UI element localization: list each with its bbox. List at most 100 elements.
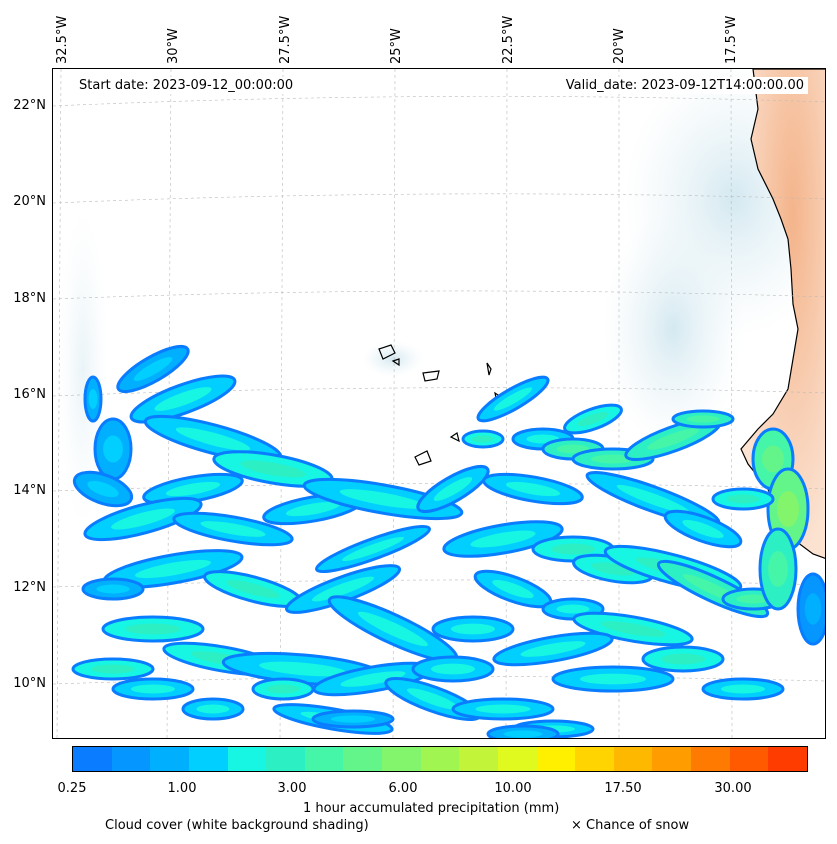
precip-core: [175, 427, 251, 451]
precip-core: [433, 477, 473, 501]
precip-core: [475, 704, 531, 714]
colorbar-segment: [768, 747, 807, 771]
start-date-label: Start date: 2023-09-12_00:00:00: [75, 77, 298, 94]
precip-core: [165, 481, 221, 497]
lon-label: 20°W: [612, 28, 627, 64]
precip-core: [154, 387, 212, 411]
cloud-cover-caption: Cloud cover (white background shading): [105, 818, 369, 833]
precip-core: [103, 435, 123, 463]
colorbar-tick-label: 0.25: [57, 781, 87, 796]
precip-core: [505, 481, 561, 497]
precip-core: [91, 664, 135, 674]
precip-core: [226, 580, 280, 598]
precip-core: [580, 673, 646, 685]
precip-core: [285, 501, 341, 517]
lon-label: 25°W: [389, 28, 404, 64]
colorbar-segment: [729, 747, 769, 771]
precip-core: [736, 594, 770, 604]
precip-core: [200, 521, 266, 537]
precip-core: [577, 411, 609, 427]
lat-label: 22°N: [13, 98, 46, 113]
colorbar-segment: [420, 747, 460, 771]
precip-core: [493, 387, 533, 411]
colorbar-segment: [459, 747, 498, 771]
precip-core: [111, 508, 175, 530]
precip-core: [647, 428, 699, 450]
lat-label: 12°N: [13, 580, 46, 595]
precip-core: [125, 623, 181, 635]
colorbar-segment: [188, 747, 228, 771]
lon-label: 27.5°W: [278, 15, 293, 64]
lat-label: 16°N: [13, 387, 46, 402]
lat-label: 10°N: [13, 676, 46, 691]
colorbar-segment: [652, 747, 691, 771]
precip-core: [721, 684, 765, 694]
colorbar-segment: [575, 747, 614, 771]
colorbar-tick-label: 10.00: [494, 781, 532, 796]
precip-core: [551, 543, 595, 555]
colorbar-segment: [73, 747, 112, 771]
valid-date-label: Valid_date: 2023-09-12T14:00:00.00: [561, 77, 808, 94]
colorbar-segment: [613, 747, 653, 771]
precip-core: [266, 684, 300, 694]
colorbar-segment: [691, 747, 730, 771]
colorbar-segment: [304, 747, 344, 771]
precip-core: [768, 551, 788, 587]
lat-label: 18°N: [13, 291, 46, 306]
precip-core: [777, 491, 799, 527]
precip-core: [339, 489, 427, 509]
precip-core: [686, 415, 720, 423]
precip-core: [259, 661, 347, 677]
precip-core: [556, 444, 590, 454]
precip-core: [331, 715, 375, 723]
precip-core: [661, 653, 705, 665]
colorbar-segment: [536, 747, 576, 771]
precip-core: [470, 530, 536, 548]
colorbar-segment: [111, 747, 151, 771]
precip-core: [340, 671, 406, 687]
colorbar-tick-label: 30.00: [714, 781, 752, 796]
lat-label: 20°N: [13, 194, 46, 209]
lat-label: 14°N: [13, 483, 46, 498]
precip-core: [520, 641, 586, 657]
colorbar-tick-label: 3.00: [277, 781, 307, 796]
precip-core: [503, 730, 543, 738]
precip-core: [131, 684, 175, 694]
colorbar-segment: [227, 747, 267, 771]
precip-core: [472, 435, 494, 443]
map-frame: [52, 68, 826, 739]
precip-core: [591, 454, 635, 464]
precip-core: [616, 484, 690, 514]
precip-core: [358, 611, 428, 647]
precip-core: [492, 579, 534, 599]
colorbar-segment: [343, 747, 382, 771]
colorbar-segment: [150, 747, 189, 771]
colorbar-label: 1 hour accumulated precipitation (mm): [303, 801, 560, 816]
precip-core: [311, 576, 375, 602]
precip-core: [431, 663, 475, 675]
lon-label: 22.5°W: [501, 15, 516, 64]
precip-core: [804, 593, 822, 625]
precip-core: [682, 519, 724, 539]
precip-core: [240, 460, 306, 478]
lon-label: 32.5°W: [55, 15, 70, 64]
precip-core: [341, 536, 405, 562]
precip-core: [726, 494, 760, 504]
precipitation-field: [71, 344, 825, 738]
cloud-cover-shading: [58, 69, 825, 529]
precip-core: [88, 389, 98, 409]
precip-core: [87, 480, 119, 498]
precip-core: [135, 559, 211, 579]
colorbar-tick-label: 6.00: [388, 781, 418, 796]
colorbar-tick-label: 17.50: [604, 781, 642, 796]
precip-core: [600, 621, 666, 637]
precip-core: [196, 704, 230, 714]
precipitation-colorbar: [72, 746, 808, 772]
colorbar-tick-label: 1.00: [167, 781, 197, 796]
precip-core: [451, 623, 495, 635]
snow-caption: × Chance of snow: [571, 818, 690, 833]
precip-core: [407, 688, 459, 710]
colorbar-segment: [266, 747, 305, 771]
precip-core: [133, 357, 173, 381]
precip-core: [96, 584, 130, 594]
